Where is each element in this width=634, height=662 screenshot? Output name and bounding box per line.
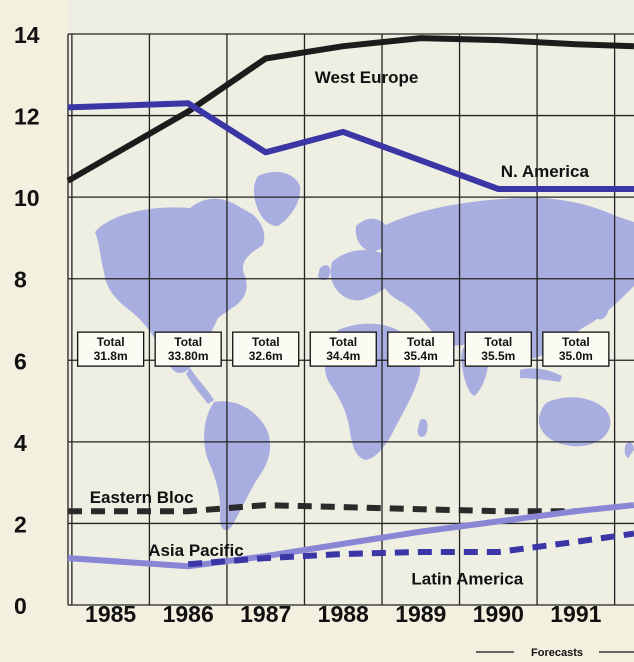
total-label: Total: [407, 335, 435, 349]
total-value: 34.4m: [326, 349, 360, 363]
series-line-eastern-bloc: [68, 502, 576, 515]
x-tick-label: 1985: [85, 601, 136, 627]
x-tick-label: 1990: [473, 601, 524, 627]
total-box: [76, 331, 145, 367]
series-label: West Europe: [315, 68, 419, 87]
y-tick-label: 12: [14, 104, 40, 130]
series-line-latin-america: [187, 530, 634, 568]
series-labels: West Europe N. America Eastern Bloc Asia Pa…: [90, 68, 590, 589]
series-label: Latin America: [411, 570, 523, 589]
total-value: 32.6m: [249, 349, 283, 363]
total-value: 35.0m: [559, 349, 593, 363]
total-label: Total: [252, 335, 280, 349]
y-tick-label: 4: [14, 430, 27, 456]
x-tick-label: 1991: [550, 601, 601, 627]
total-box: [542, 331, 610, 367]
y-tick-label: 2: [14, 511, 27, 537]
x-axis-ticks: 1985 1986 1987 1988 1989 1990 1991: [85, 601, 602, 627]
x-tick-label: 1989: [395, 601, 446, 627]
total-box: [232, 331, 300, 367]
y-tick-label: 6: [14, 348, 27, 374]
total-value: 35.4m: [404, 349, 438, 363]
total-box: [387, 331, 455, 367]
total-boxes: Total31.8mTotal33.80mTotal32.6mTotal34.4…: [76, 331, 610, 367]
series-label: Eastern Bloc: [90, 488, 194, 507]
x-tick-label: 1986: [163, 601, 214, 627]
total-label: Total: [484, 335, 512, 349]
y-tick-label: 0: [14, 593, 27, 619]
series-label: N. America: [501, 162, 590, 181]
series-line-west-europe: [66, 35, 634, 184]
gridlines: [67, 33, 634, 606]
total-label: Total: [329, 335, 357, 349]
series-lines: [66, 35, 634, 570]
total-box: [154, 331, 222, 367]
forecast-label: Forecasts: [531, 647, 583, 659]
total-value: 35.5m: [481, 349, 515, 363]
x-tick-label: 1988: [318, 601, 369, 627]
total-box: [464, 331, 532, 367]
total-label: Total: [97, 335, 125, 349]
y-tick-label: 8: [14, 267, 27, 293]
y-axis-ticks: 0 2 4 6 8 10 12 14: [14, 22, 40, 619]
total-value: 33.80m: [168, 349, 209, 363]
total-label: Total: [562, 335, 590, 349]
y-tick-label: 14: [14, 22, 40, 48]
x-tick-label: 1987: [240, 601, 291, 627]
total-value: 31.8m: [94, 349, 128, 363]
y-tick-label: 10: [14, 185, 40, 211]
total-label: Total: [174, 335, 202, 349]
series-line-n-america: [67, 100, 634, 192]
total-box: [309, 331, 377, 367]
forecast-marker: Forecasts: [476, 647, 634, 659]
series-label: Asia Pacific: [148, 541, 243, 560]
